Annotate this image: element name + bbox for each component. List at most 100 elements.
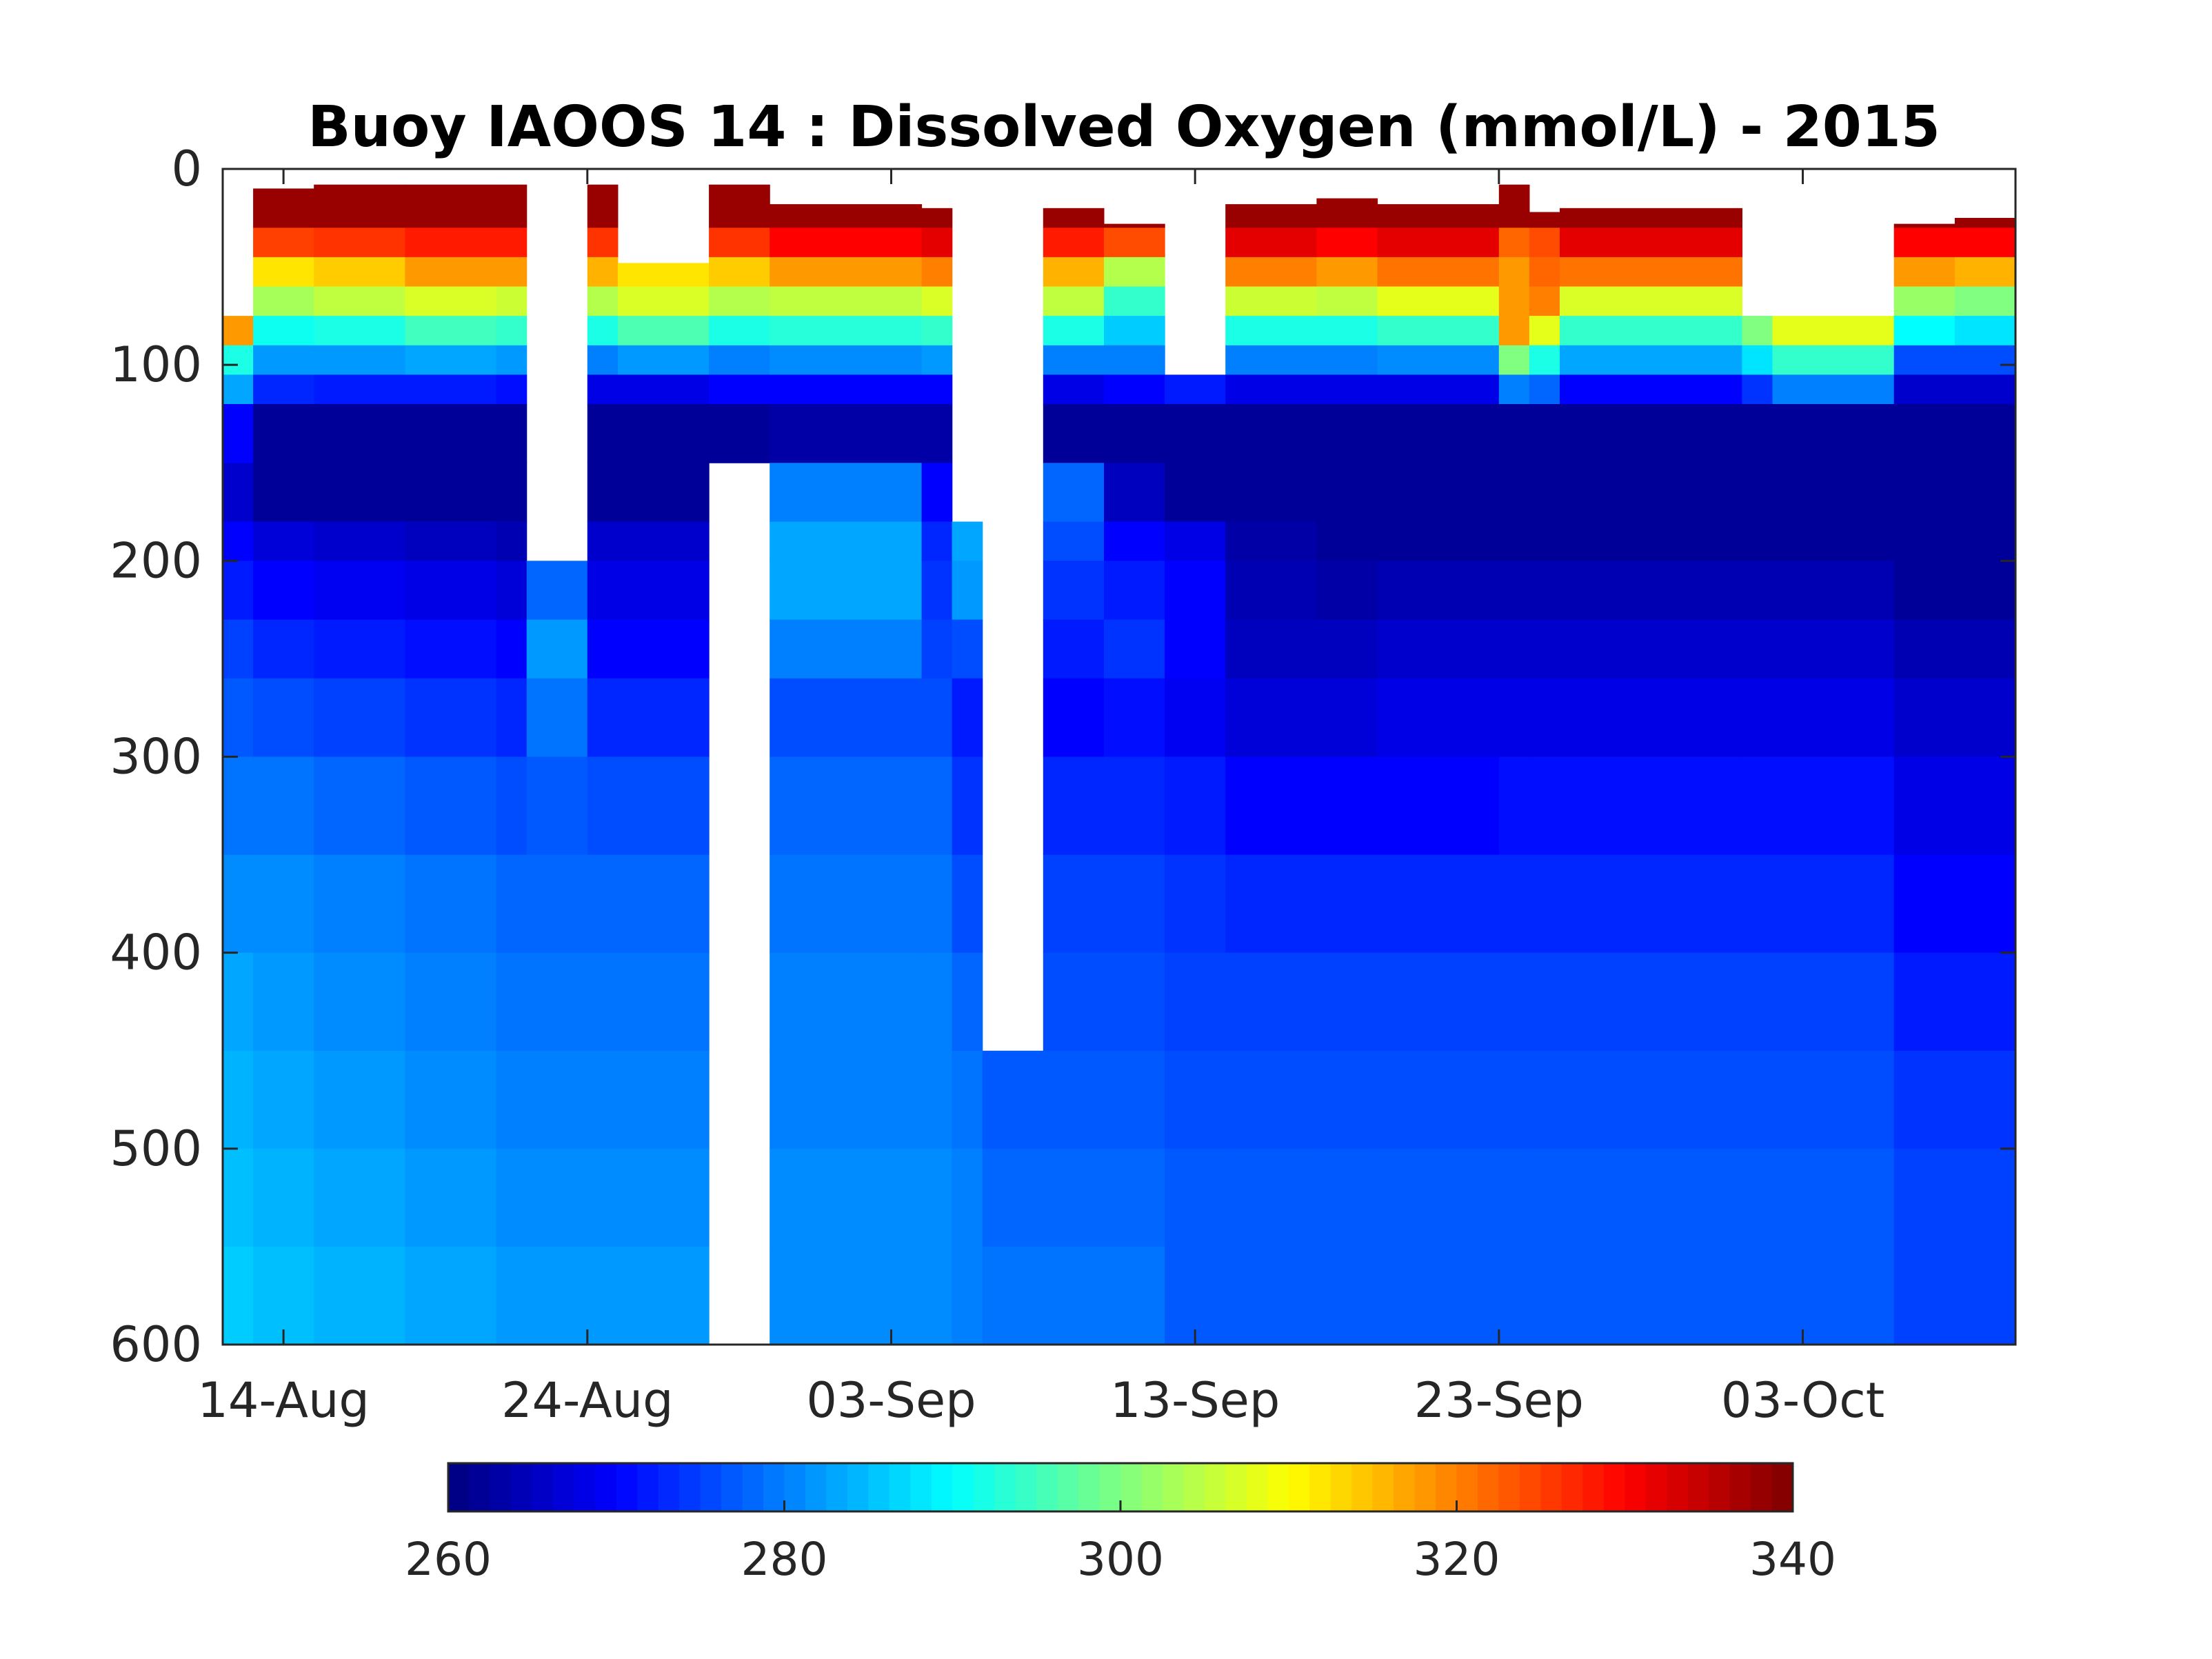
heatmap-cell xyxy=(223,374,254,405)
colorbar-step xyxy=(700,1463,722,1511)
heatmap-cell xyxy=(1954,463,2016,523)
heatmap-cell xyxy=(587,854,619,954)
heatmap-cell xyxy=(1529,854,1560,954)
heatmap-cell xyxy=(223,854,254,954)
heatmap-cell xyxy=(496,1246,527,1345)
heatmap-cell xyxy=(1316,198,1378,228)
colorbar-step xyxy=(616,1463,638,1511)
heatmap-cell xyxy=(1316,257,1378,288)
x-tick-label: 14-Aug xyxy=(197,1372,369,1429)
heatmap-cell xyxy=(1560,854,1742,954)
heatmap-cell xyxy=(1165,404,1226,463)
heatmap-cell xyxy=(709,257,770,288)
colorbar: 260 280 300 320 340 xyxy=(405,1462,1836,1586)
heatmap-cell xyxy=(1316,561,1378,621)
heatmap-cell xyxy=(1377,463,1500,523)
colorbar-tick-label: 300 xyxy=(1077,1533,1164,1586)
heatmap-cell xyxy=(1529,316,1560,346)
heatmap-cell xyxy=(1893,228,1955,258)
heatmap-cell xyxy=(1742,521,1773,561)
heatmap-cell xyxy=(1104,756,1165,856)
heatmap-cell xyxy=(921,1050,953,1149)
heatmap-cell xyxy=(1560,521,1742,561)
heatmap-cell xyxy=(253,463,314,523)
heatmap-cell xyxy=(1316,316,1378,346)
colorbar-ticks: 260 280 300 320 340 xyxy=(405,1500,1836,1586)
heatmap-cell xyxy=(921,854,953,954)
colorbar-step xyxy=(1141,1463,1163,1511)
heatmap-cell xyxy=(1377,404,1500,463)
heatmap-cell xyxy=(921,316,953,346)
colorbar-step xyxy=(931,1463,953,1511)
heatmap-cell xyxy=(709,345,770,375)
heatmap-cell xyxy=(405,257,497,288)
heatmap-cell xyxy=(223,756,254,856)
heatmap-cell xyxy=(1043,561,1105,621)
colorbar-step xyxy=(1162,1463,1184,1511)
heatmap-cell xyxy=(223,1148,254,1247)
colorbar-step xyxy=(679,1463,701,1511)
colorbar-step xyxy=(1456,1463,1478,1511)
heatmap-cell xyxy=(587,952,619,1052)
heatmap-cell xyxy=(1772,316,1895,346)
heatmap-cell xyxy=(1104,952,1165,1052)
heatmap-cell xyxy=(314,316,405,346)
colorbar-step xyxy=(511,1463,533,1511)
heatmap-cell xyxy=(770,316,923,346)
heatmap-cell xyxy=(770,756,923,856)
heatmap-cell xyxy=(1104,1246,1165,1345)
heatmap-cell xyxy=(1316,619,1378,679)
heatmap-cell xyxy=(1772,1148,1895,1247)
heatmap-cell xyxy=(253,1148,314,1247)
heatmap-cell xyxy=(1560,257,1742,288)
heatmap-cell xyxy=(1225,204,1317,228)
heatmap-cell xyxy=(496,854,527,954)
colorbar-step xyxy=(742,1463,764,1511)
heatmap-cell xyxy=(1529,286,1560,316)
heatmap-cell xyxy=(1954,1148,2016,1247)
heatmap-cell xyxy=(1893,854,1955,954)
heatmap-cell xyxy=(1742,756,1773,856)
heatmap-cell xyxy=(526,561,588,621)
heatmap-cell xyxy=(1498,286,1530,316)
heatmap-cell xyxy=(253,286,314,316)
heatmap-cell xyxy=(921,1148,953,1247)
colorbar-step xyxy=(1709,1463,1731,1511)
heatmap-cell xyxy=(1560,952,1742,1052)
heatmap-cell xyxy=(1560,404,1742,463)
heatmap-cell xyxy=(1560,678,1742,758)
heatmap-cell xyxy=(770,952,923,1052)
heatmap-cell xyxy=(587,521,619,561)
heatmap-cell xyxy=(1498,463,1530,523)
colorbar-tick-label: 320 xyxy=(1414,1533,1500,1586)
heatmap-cell xyxy=(1498,952,1530,1052)
heatmap-cell xyxy=(1225,854,1317,954)
heatmap-cell xyxy=(587,561,619,621)
heatmap-cell xyxy=(496,257,527,288)
colorbar-step xyxy=(1687,1463,1709,1511)
heatmap-cell xyxy=(1104,463,1165,523)
heatmap-cell xyxy=(1529,228,1560,258)
heatmap-cell xyxy=(1893,257,1955,288)
heatmap-cell xyxy=(223,678,254,758)
heatmap-cell xyxy=(952,854,983,954)
heatmap-cell xyxy=(253,257,314,288)
colorbar-step xyxy=(1267,1463,1289,1511)
colorbar-step xyxy=(1603,1463,1625,1511)
heatmap-cell xyxy=(1043,257,1105,288)
heatmap-cell xyxy=(1316,756,1378,856)
heatmap-cell xyxy=(1104,561,1165,621)
heatmap-cell xyxy=(253,521,314,561)
heatmap-cell xyxy=(1498,345,1530,375)
heatmap-cell xyxy=(1742,1246,1773,1345)
colorbar-step xyxy=(952,1463,974,1511)
heatmap-cell xyxy=(1165,1148,1226,1247)
heatmap-cell xyxy=(982,1148,1044,1247)
heatmap-cell xyxy=(496,345,527,375)
heatmap-cell xyxy=(952,678,983,758)
colorbar-step xyxy=(1225,1463,1247,1511)
heatmap-cell xyxy=(223,1246,254,1345)
heatmap-cell xyxy=(1165,463,1226,523)
heatmap-cell xyxy=(253,756,314,856)
colorbar-step xyxy=(1498,1463,1520,1511)
